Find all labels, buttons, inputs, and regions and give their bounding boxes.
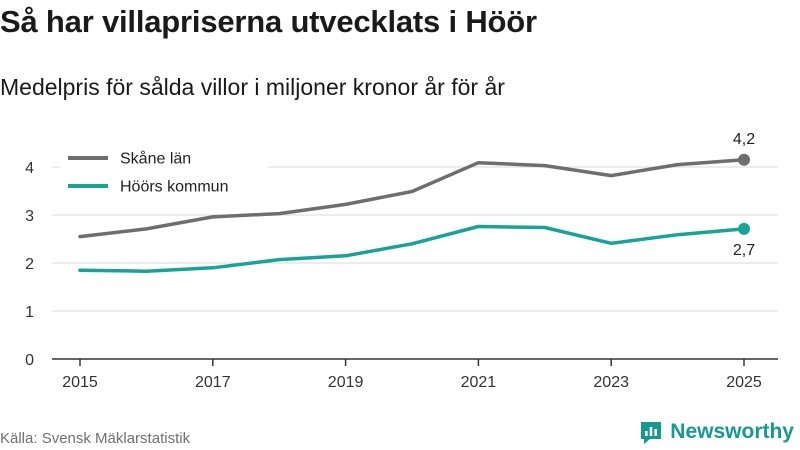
end-label-skane: 4,2 — [733, 131, 755, 148]
end-point-skane — [738, 153, 750, 166]
y-tick-label: 2 — [25, 256, 34, 273]
legend-label-hoor: Höörs kommun — [120, 179, 228, 196]
series-line-hoor — [78, 224, 746, 273]
x-tick-label: 2023 — [593, 374, 629, 391]
x-tick-label: 2019 — [328, 374, 364, 391]
legend-box — [60, 142, 268, 200]
end-label-hoor: 2,7 — [733, 242, 755, 259]
brand-logo: Newsworthy — [638, 419, 794, 445]
y-tick-label: 1 — [25, 304, 34, 321]
series-line-skane — [78, 158, 746, 239]
x-tick-label: 2025 — [726, 374, 762, 391]
chart-title: Så har villapriserna utvecklats i Höör — [0, 4, 537, 39]
source-note: Källa: Svensk Mäklarstatistik — [0, 430, 191, 447]
x-tick-label: 2021 — [461, 374, 497, 391]
x-tick-label: 2015 — [62, 374, 98, 391]
y-tick-label: 3 — [25, 208, 34, 225]
newsworthy-logo-icon — [641, 422, 662, 444]
x-tick-label: 2017 — [195, 374, 231, 391]
y-tick-label: 4 — [25, 160, 34, 177]
chart-subtitle: Medelpris för sålda villor i miljoner kr… — [0, 74, 505, 100]
y-tick-label: 0 — [25, 352, 34, 369]
brand-name: Newsworthy — [670, 420, 794, 443]
legend-label-skane: Skåne län — [120, 150, 191, 168]
end-point-hoor — [738, 222, 750, 235]
